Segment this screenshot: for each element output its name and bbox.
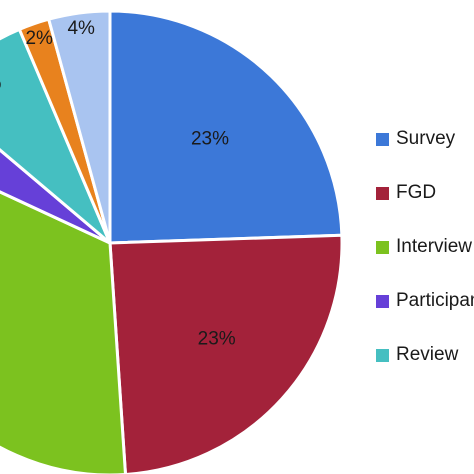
pie-slice-slice-7	[47, 9, 112, 245]
pie-slice-fgd	[108, 233, 344, 474]
pie-slice-survey	[108, 9, 344, 245]
legend-item-review: Review	[376, 328, 474, 382]
data-label-survey: 23%	[191, 129, 229, 150]
legend-swatch-review	[376, 348, 389, 362]
data-label-review: %	[0, 73, 2, 94]
legend-swatch-fgd	[376, 186, 389, 200]
data-label-slice-6: 2%	[25, 28, 53, 49]
data-label-slice-7: 4%	[67, 18, 95, 39]
pie-slice-interview	[0, 190, 127, 474]
legend-label-fgd: FGD	[396, 182, 437, 203]
legend-item-fgd: FGD	[376, 166, 474, 220]
legend-swatch-participant	[376, 294, 389, 308]
pie-slice-review	[0, 27, 112, 245]
legend-label-survey: Survey	[396, 128, 456, 149]
legend-item-survey: Survey	[376, 112, 474, 166]
legend-label-participant: Participant	[396, 290, 474, 311]
legend-item-interview: Interview	[376, 220, 474, 274]
legend-swatch-interview	[376, 240, 389, 254]
data-label-fgd: 23%	[198, 329, 236, 350]
legend: Survey FGD Interview Participant Review	[376, 112, 474, 382]
legend-label-review: Review	[396, 344, 459, 365]
legend-label-interview: Interview	[396, 236, 473, 257]
legend-item-participant: Participant	[376, 274, 474, 328]
legend-swatch-survey	[376, 132, 389, 146]
